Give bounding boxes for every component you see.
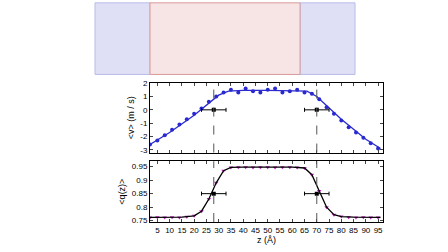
svg-text:25: 25 [202, 226, 211, 235]
svg-text:<v> (m / s): <v> (m / s) [126, 96, 136, 139]
svg-text:2: 2 [143, 79, 148, 88]
svg-text:65: 65 [300, 226, 309, 235]
svg-text:90: 90 [361, 226, 370, 235]
svg-text:10: 10 [165, 226, 174, 235]
svg-text:1: 1 [143, 92, 148, 101]
svg-text:-2: -2 [140, 132, 148, 141]
svg-text:60: 60 [288, 226, 297, 235]
svg-text:-3: -3 [140, 146, 148, 155]
svg-text:80: 80 [337, 226, 346, 235]
svg-text:-1: -1 [140, 119, 148, 128]
svg-text:z (Å): z (Å) [257, 235, 276, 245]
svg-text:<q(z)>: <q(z)> [117, 179, 127, 205]
svg-text:35: 35 [226, 226, 235, 235]
svg-text:15: 15 [177, 226, 186, 235]
svg-text:75: 75 [325, 226, 334, 235]
svg-text:0.85: 0.85 [132, 189, 148, 198]
svg-text:0.9: 0.9 [136, 176, 148, 185]
svg-text:0: 0 [143, 106, 148, 115]
svg-text:85: 85 [349, 226, 358, 235]
svg-text:0.75: 0.75 [132, 216, 148, 225]
svg-text:0.95: 0.95 [132, 162, 148, 171]
svg-text:50: 50 [263, 226, 272, 235]
svg-text:55: 55 [276, 226, 285, 235]
svg-text:30: 30 [214, 226, 223, 235]
svg-text:20: 20 [190, 226, 199, 235]
svg-text:5: 5 [155, 226, 160, 235]
svg-text:45: 45 [251, 226, 260, 235]
svg-text:0.8: 0.8 [136, 203, 148, 212]
svg-text:70: 70 [312, 226, 321, 235]
svg-text:95: 95 [374, 226, 383, 235]
svg-text:40: 40 [239, 226, 248, 235]
